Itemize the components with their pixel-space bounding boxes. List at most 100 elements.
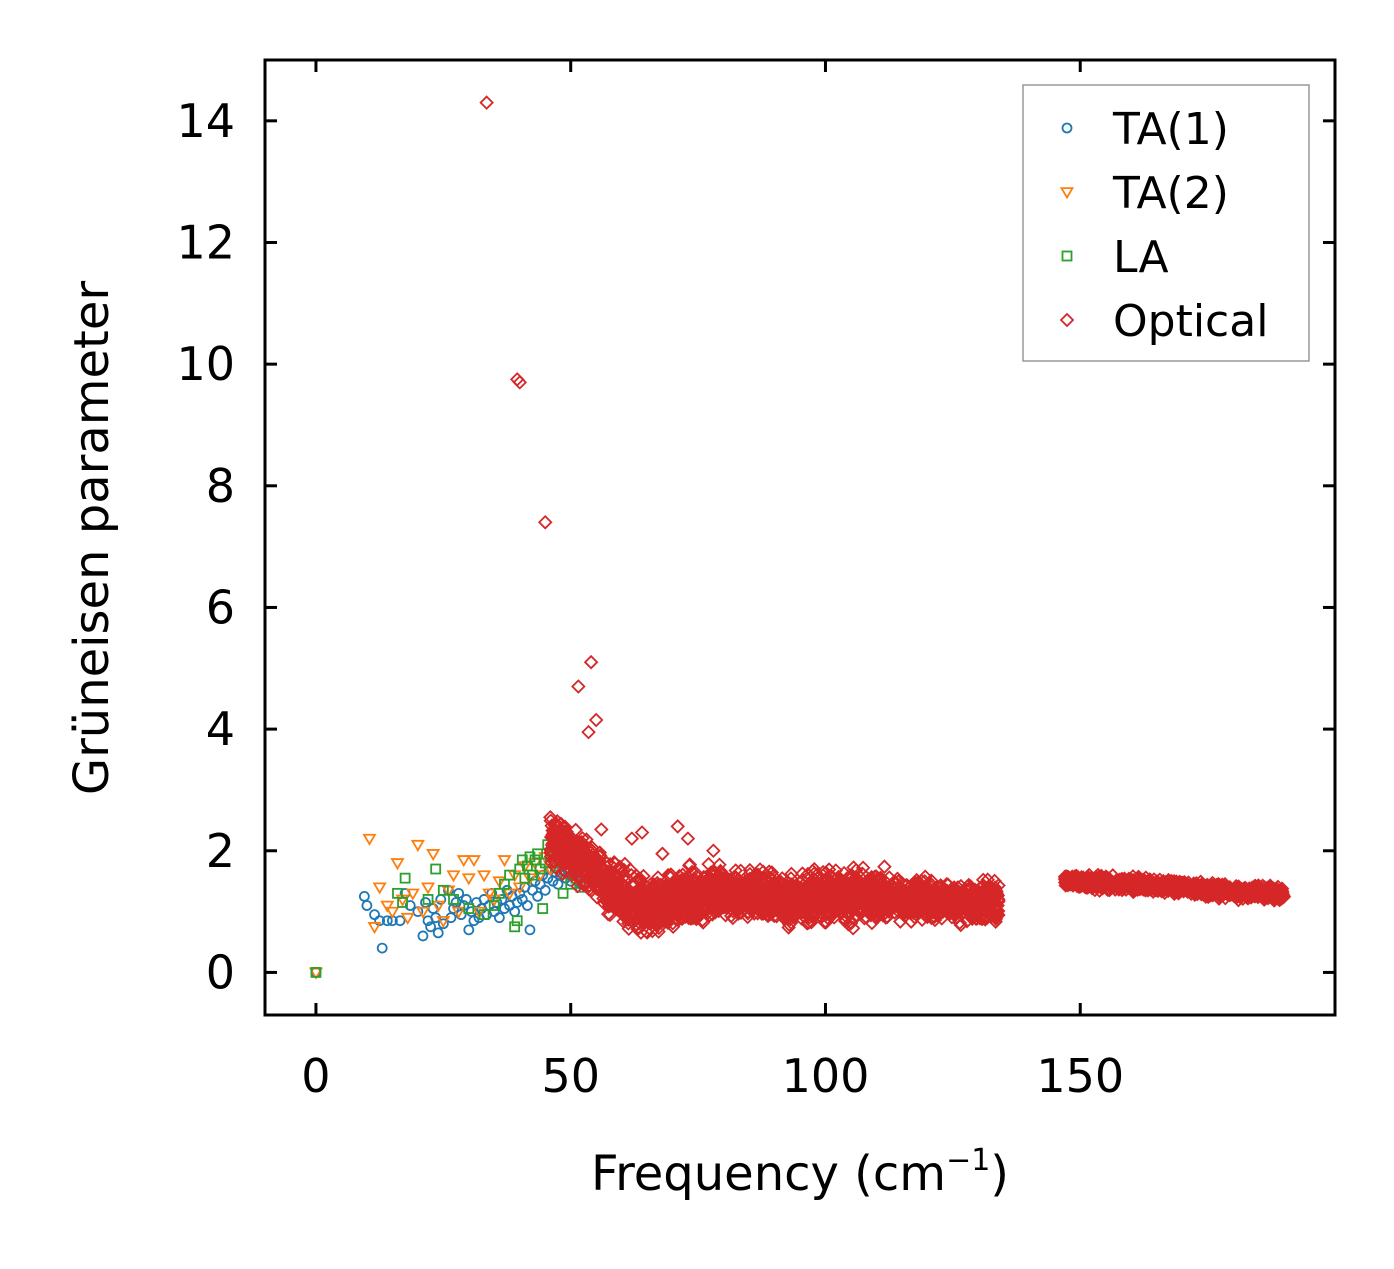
data-point: [372, 882, 387, 895]
data-point: [672, 868, 687, 884]
data-point: [399, 872, 411, 884]
data-point: [963, 907, 978, 923]
data-point: [946, 885, 962, 900]
data-point: [660, 915, 676, 931]
data-point: [1065, 873, 1081, 889]
data-point: [1182, 878, 1197, 893]
data-point: [479, 95, 494, 110]
data-point: [846, 881, 862, 897]
data-point: [1215, 880, 1231, 895]
data-point: [410, 839, 425, 852]
data-point: [774, 890, 790, 905]
data-point: [558, 838, 573, 854]
data-point: [812, 877, 828, 892]
data-point: [658, 879, 674, 894]
data-point: [1207, 885, 1222, 901]
data-point: [599, 855, 615, 871]
data-point: [625, 888, 641, 903]
data-point: [828, 879, 844, 895]
data-point: [1058, 878, 1073, 893]
data-point: [880, 887, 895, 903]
data-point: [380, 900, 395, 913]
data-point: [557, 887, 569, 899]
y-tick-label: 2: [206, 824, 235, 878]
data-point: [1132, 881, 1147, 897]
data-point: [764, 891, 779, 907]
data-point: [430, 863, 442, 875]
data-point: [437, 918, 449, 930]
data-point: [632, 871, 648, 887]
data-point: [804, 914, 819, 930]
data-point: [581, 878, 597, 894]
data-point: [639, 925, 655, 940]
data-point: [825, 896, 841, 911]
data-point: [390, 858, 405, 871]
data-point: [547, 854, 562, 870]
y-axis-label: Grüneisen parameter: [64, 281, 120, 796]
data-point: [718, 907, 733, 923]
data-point: [588, 712, 604, 728]
data-point: [451, 906, 466, 919]
data-point: [725, 893, 740, 908]
data-point: [990, 892, 1006, 908]
data-point: [310, 967, 322, 978]
data-point: [358, 890, 370, 902]
data-point: [803, 902, 818, 918]
data-point: [425, 921, 436, 933]
data-point: [756, 905, 772, 921]
data-point: [946, 899, 962, 915]
data-point: [629, 868, 645, 884]
data-point: [952, 915, 967, 931]
data-point: [675, 888, 690, 904]
data-point: [437, 884, 449, 896]
data-point: [561, 836, 576, 852]
data-point: [553, 822, 568, 837]
data-point: [1154, 878, 1170, 894]
data-point: [782, 917, 797, 932]
data-point: [813, 904, 828, 920]
data-point: [1095, 873, 1111, 888]
data-point: [422, 894, 434, 905]
data-point: [702, 895, 718, 911]
data-point: [1227, 886, 1242, 901]
data-point: [862, 890, 878, 905]
data-point: [722, 872, 738, 888]
data-point: [376, 942, 388, 954]
data-point: [400, 912, 415, 925]
data-point: [567, 866, 582, 882]
data-point: [752, 862, 768, 877]
data-point: [719, 895, 735, 911]
data-point: [634, 825, 650, 840]
data-point: [603, 871, 619, 887]
data-point: [621, 916, 636, 931]
data-point: [1195, 885, 1210, 900]
data-point: [1084, 881, 1100, 896]
data-point: [781, 887, 796, 902]
legend-marker-ta-1-: [1061, 122, 1073, 134]
data-point: [522, 900, 533, 911]
data-point: [570, 878, 585, 894]
data-point: [497, 855, 512, 868]
data-point: [890, 886, 906, 901]
data-point: [456, 855, 471, 868]
data-point: [849, 875, 865, 890]
data-point: [1239, 881, 1254, 897]
x-axis: 0 50 100 150: [301, 60, 1124, 1103]
data-point: [670, 884, 685, 899]
data-point: [492, 876, 507, 889]
data-point: [979, 888, 994, 904]
data-point: [448, 894, 459, 905]
data-point: [818, 865, 834, 880]
data-point: [655, 903, 671, 918]
data-point: [719, 893, 734, 908]
data-point: [608, 898, 623, 914]
data-point: [548, 823, 564, 839]
data-point: [581, 724, 596, 740]
data-point: [561, 851, 577, 867]
data-point: [555, 866, 570, 882]
data-point: [367, 922, 382, 935]
data-point: [737, 886, 753, 901]
data-point: [730, 903, 746, 919]
data-point: [482, 888, 497, 901]
